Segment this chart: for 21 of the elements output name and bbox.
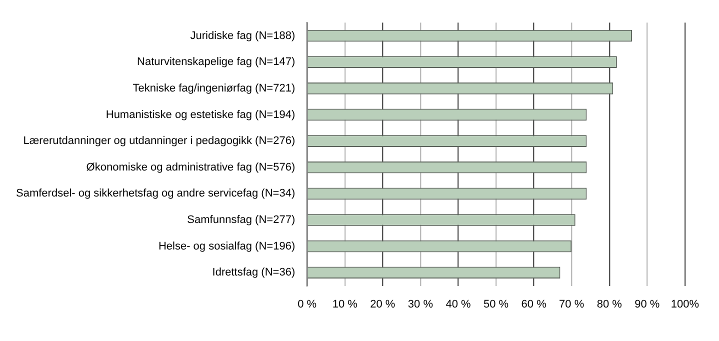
- x-tick-label: 20 %: [370, 298, 396, 310]
- y-tick-label: Juridiske fag (N=188): [190, 30, 296, 42]
- y-tick-label: Idrettsfag (N=36): [212, 266, 296, 279]
- y-tick-label: Tekniske fag/ingeniørfag (N=721): [132, 82, 296, 94]
- y-tick-label: Humanistiske og estetiske fag (N=194): [106, 108, 296, 121]
- x-tick-label: 0 %: [298, 298, 317, 310]
- y-tick-label: Naturvitenskapelige fag (N=147): [137, 56, 296, 68]
- x-tick-label: 70 %: [559, 298, 584, 310]
- y-tick-label: Samfunnsfag (N=277): [187, 214, 296, 226]
- x-tick-label: 40 %: [446, 298, 471, 310]
- x-tick-label: 100%: [670, 298, 700, 310]
- y-tick-label: Helse- og sosialfag (N=196): [158, 240, 296, 252]
- x-tick-label: 10 %: [332, 298, 358, 310]
- x-tick-label: 60 %: [521, 298, 547, 310]
- y-tick-label: Samferdsel- og sikkerhetsfag og andre servicefag (N=34): [16, 188, 296, 200]
- x-tick-label: 80 %: [596, 298, 622, 310]
- y-tick-label: Lærerutdanninger og utdanninger i pedagogikk (N=276): [23, 135, 296, 148]
- y-tick-label: Økonomiske og administrative fag (N=576): [86, 161, 296, 174]
- x-tick-label: 50 %: [483, 298, 509, 310]
- x-tick-label: 90 %: [634, 298, 660, 310]
- x-tick-label: 30 %: [408, 298, 434, 310]
